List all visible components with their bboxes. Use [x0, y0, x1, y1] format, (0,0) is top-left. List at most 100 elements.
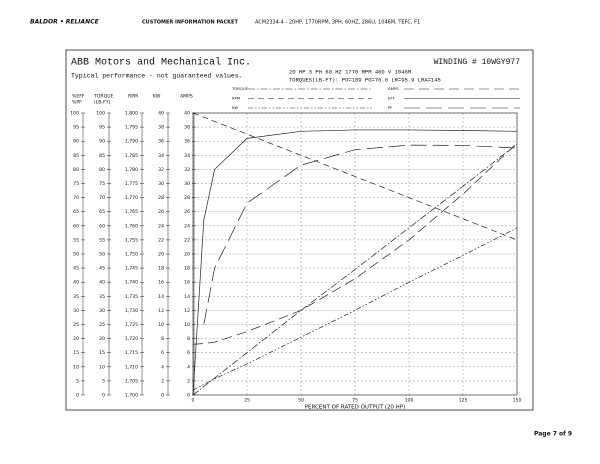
y-tick-label: 1,725 — [125, 322, 138, 328]
y-tick-label: 80 — [99, 167, 105, 173]
y-tick-label: 2 — [187, 378, 190, 384]
y-tick-label: 24 — [184, 223, 190, 229]
y-tick-label: 40 — [99, 280, 105, 286]
y-tick-label: 1,730 — [125, 308, 138, 314]
curve — [192, 227, 518, 391]
y-tick-label: 6 — [161, 350, 164, 356]
y-tick-label: 12 — [158, 308, 164, 314]
y-tick-label: 1,700 — [125, 393, 138, 399]
y-tick-label: 25 — [99, 322, 105, 328]
y-tick-label: 34 — [184, 153, 190, 159]
y-tick-label: 28 — [184, 195, 190, 201]
y-tick-label: 8 — [161, 336, 164, 342]
y-tick-label: 10 — [73, 364, 79, 370]
y-tick-label: 5 — [102, 378, 105, 384]
torques: TORQUES(LB-FT): PO=189 PO=76.6 LR=95.9 L… — [289, 76, 441, 83]
company: ABB Motors and Mechanical Inc. — [71, 57, 251, 69]
y-tick-label: 36 — [184, 139, 190, 145]
x-tick-label: 25 — [244, 398, 250, 404]
y-tick-label: 70 — [73, 195, 79, 201]
y-tick-label: 75 — [99, 181, 105, 187]
y-tick-label: 10 — [184, 322, 190, 328]
x-tick-label: 75 — [352, 398, 358, 404]
legend-label: RPM — [232, 96, 240, 101]
y-tick-label: 10 — [99, 364, 105, 370]
y-tick-label: 0 — [76, 393, 79, 399]
x-axis-label: PERCENT OF RATED OUTPUT (20 HP) — [305, 405, 406, 411]
x-tick-label: 150 — [513, 398, 522, 404]
y-tick-label: 32 — [184, 167, 190, 173]
x-tick-label: 125 — [459, 398, 468, 404]
y-tick-label: 0 — [161, 393, 164, 399]
y-tick-label: 28 — [158, 195, 164, 201]
legend-label: PF — [388, 105, 392, 110]
y-tick-label: 1,765 — [125, 209, 138, 215]
axis-header: TORQUE — [93, 94, 114, 100]
y-tick-label: 80 — [73, 167, 79, 173]
y-tick-label: 75 — [73, 181, 79, 187]
y-tick-label: 15 — [73, 350, 79, 356]
y-tick-label: 16 — [158, 280, 164, 286]
y-tick-label: 32 — [158, 167, 164, 173]
x-tick-label: 50 — [298, 398, 304, 404]
y-tick-label: 35 — [99, 294, 105, 300]
y-tick-label: 20 — [184, 252, 190, 258]
y-tick-label: 15 — [99, 350, 105, 356]
y-tick-label: 40 — [73, 280, 79, 286]
y-tick-label: 1,740 — [125, 280, 138, 286]
y-tick-label: 95 — [73, 125, 79, 131]
y-tick-label: 70 — [99, 195, 105, 201]
y-tick-label: 30 — [184, 181, 190, 187]
y-tick-label: 0 — [102, 393, 105, 399]
description: ACM2334-4 - 20HP, 1770RPM, 3PH, 60HZ, 28… — [255, 20, 420, 26]
legend-label: EFF — [388, 96, 395, 101]
y-tick-label: 0 — [187, 393, 190, 399]
y-tick-label: 55 — [73, 237, 79, 243]
y-tick-label: 6 — [187, 350, 190, 356]
y-tick-label: 40 — [158, 111, 164, 117]
y-tick-label: 38 — [158, 125, 164, 131]
axis-header: %EFF — [72, 94, 85, 100]
specs: 20 HP 3 PH 60 HZ 1770 RPM 460 V 1046M — [289, 68, 411, 75]
y-tick-label: 100 — [70, 111, 79, 117]
y-tick-label: 1,790 — [125, 139, 138, 145]
y-tick-label: 1,715 — [125, 350, 138, 356]
brand: BALDOR • RELIANCE — [30, 19, 100, 26]
curve — [192, 143, 518, 396]
y-tick-label: 65 — [73, 209, 79, 215]
y-tick-label: 1,775 — [125, 181, 138, 187]
y-tick-label: 85 — [73, 153, 79, 159]
y-tick-label: 38 — [184, 125, 190, 131]
y-tick-label: 14 — [158, 294, 164, 300]
y-tick-label: 1,760 — [125, 223, 138, 229]
y-tick-label: 35 — [73, 294, 79, 300]
packet-title: CUSTOMER INFORMATION PACKET — [142, 20, 238, 26]
curve — [203, 144, 518, 325]
y-tick-label: 4 — [161, 364, 164, 370]
curve — [192, 112, 518, 241]
legend-label: TORQUE — [231, 86, 249, 91]
y-tick-label: 12 — [184, 308, 190, 314]
y-tick-label: 4 — [187, 364, 190, 370]
y-tick-label: 100 — [96, 111, 105, 117]
y-tick-label: 90 — [99, 139, 105, 145]
y-tick-label: 30 — [158, 181, 164, 187]
y-tick-label: 1,800 — [125, 111, 138, 117]
y-tick-label: 22 — [184, 237, 190, 243]
y-tick-label: 18 — [158, 266, 164, 272]
y-tick-label: 85 — [99, 153, 105, 159]
y-tick-label: 45 — [99, 266, 105, 272]
y-tick-label: 65 — [99, 209, 105, 215]
curve — [192, 143, 518, 345]
y-tick-label: 1,750 — [125, 252, 138, 258]
y-tick-label: 1,755 — [125, 237, 138, 243]
y-tick-label: 55 — [99, 237, 105, 243]
y-tick-label: 20 — [99, 336, 105, 342]
legend-label: KW — [232, 105, 238, 110]
y-tick-label: 20 — [158, 252, 164, 258]
note: Typical performance - not guaranteed val… — [71, 73, 243, 80]
y-tick-label: 60 — [99, 223, 105, 229]
page-number: Page 7 of 9 — [534, 431, 572, 438]
y-tick-label: 26 — [158, 209, 164, 215]
